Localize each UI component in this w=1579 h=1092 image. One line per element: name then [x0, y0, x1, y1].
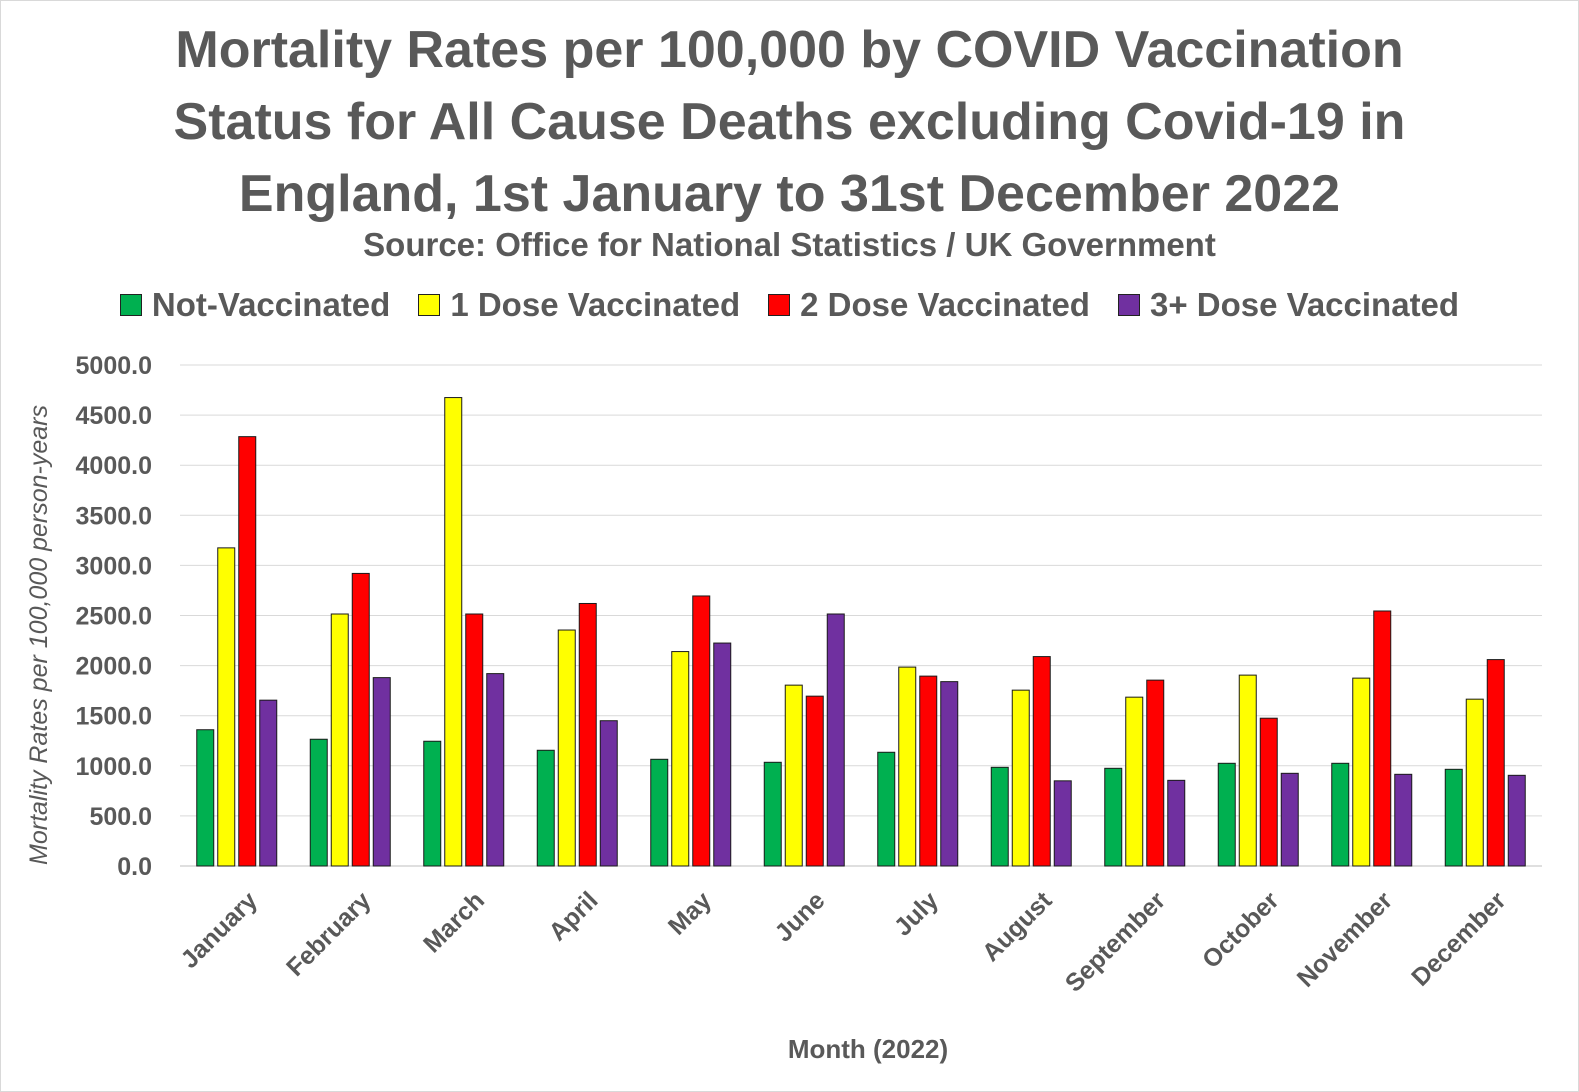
bar-april-series-1: [536, 749, 555, 867]
y-tick-label: 1500.0: [76, 703, 152, 731]
bar-september-series-3: [1146, 679, 1165, 867]
legend-item-not-vaccinated: Not-Vaccinated: [119, 286, 391, 324]
bar-july-series-1: [877, 751, 896, 867]
bar-september-series-4: [1167, 779, 1186, 867]
bar-july-series-3: [919, 675, 938, 867]
bar-october-series-3: [1259, 717, 1278, 867]
x-category-label: August: [977, 886, 1058, 967]
gridlines: [180, 364, 1542, 867]
bar-march-series-4: [486, 673, 505, 867]
bar-february-series-4: [372, 677, 391, 867]
y-axis-label: Mortality Rates per 100,000 person-years: [25, 405, 53, 865]
y-tick-label: 1000.0: [76, 753, 152, 781]
bar-april-series-3: [578, 602, 597, 867]
bar-october-series-4: [1280, 772, 1299, 867]
x-category-label: January: [175, 886, 263, 974]
x-axis-label: Month (2022): [788, 1034, 948, 1064]
bar-december-series-4: [1507, 774, 1526, 867]
bar-may-series-1: [650, 758, 669, 867]
y-tick-label: 4500.0: [76, 402, 152, 430]
legend-item-2-dose: 2 Dose Vaccinated: [768, 286, 1090, 324]
y-axis-ticks: 0.0 500.0 1000.0 1500.0 2000.0 2500.0 3000.0 35…: [76, 352, 152, 881]
bar-april-series-2: [557, 629, 576, 867]
chart-legend: Not-Vaccinated 1 Dose Vaccinated 2 Dose …: [0, 286, 1579, 324]
legend-swatch-3-plus-dose: [1117, 294, 1140, 316]
bar-june-series-1: [763, 761, 782, 867]
x-category-label: June: [769, 886, 830, 947]
bar-february-series-1: [309, 738, 328, 867]
chart-subtitle: Source: Office for National Statistics /…: [363, 226, 1216, 263]
bar-february-series-3: [351, 572, 370, 867]
bar-january-series-3: [238, 436, 257, 867]
x-category-label: April: [543, 886, 603, 946]
x-category-label: February: [281, 886, 377, 982]
bar-november-series-1: [1331, 762, 1350, 867]
bar-january-series-1: [196, 729, 215, 867]
bar-may-series-4: [713, 642, 732, 867]
bar-november-series-4: [1394, 773, 1413, 867]
legend-item-3-plus-dose: 3+ Dose Vaccinated: [1117, 286, 1460, 324]
bar-august-series-4: [1053, 780, 1072, 867]
bar-july-series-2: [898, 666, 917, 867]
legend-item-1-dose: 1 Dose Vaccinated: [418, 286, 740, 324]
y-tick-label: 4000.0: [76, 452, 152, 480]
chart-title-line-2: Status for All Cause Deaths excluding Co…: [173, 93, 1406, 151]
chart-title: Mortality Rates per 100,000 by COVID Vac…: [0, 14, 1579, 230]
bar-september-series-1: [1104, 767, 1123, 867]
legend-label-3-plus-dose: 3+ Dose Vaccinated: [1149, 286, 1460, 323]
bar-december-series-2: [1465, 698, 1484, 867]
legend-label-1-dose: 1 Dose Vaccinated: [450, 286, 741, 323]
x-axis-categories: January February March April May June July Augu…: [175, 886, 1511, 998]
bar-january-series-2: [217, 547, 236, 867]
bar-december-series-1: [1444, 768, 1463, 867]
bar-july-series-4: [940, 681, 959, 867]
bar-november-series-2: [1352, 677, 1371, 867]
bar-may-series-2: [671, 651, 690, 867]
bar-may-series-3: [692, 595, 711, 867]
y-tick-label: 5000.0: [76, 352, 152, 380]
bar-october-series-1: [1217, 762, 1236, 867]
x-category-label: December: [1406, 886, 1511, 991]
x-category-label: July: [889, 886, 944, 941]
chart-title-line-1: Mortality Rates per 100,000 by COVID Vac…: [175, 21, 1404, 79]
x-category-label: March: [418, 886, 490, 958]
y-tick-label: 2000.0: [76, 653, 152, 681]
y-tick-label: 3500.0: [76, 502, 152, 530]
bar-december-series-3: [1486, 659, 1505, 867]
bar-march-series-2: [444, 397, 463, 867]
chart-title-line-3: England, 1st January to 31st December 20…: [238, 165, 1341, 223]
legend-swatch-2-dose: [768, 294, 791, 316]
bar-september-series-2: [1125, 696, 1144, 867]
bar-march-series-3: [465, 613, 484, 867]
x-category-label: May: [663, 886, 717, 940]
bar-june-series-2: [784, 684, 803, 867]
bar-february-series-2: [330, 613, 349, 867]
y-tick-label: 2500.0: [76, 603, 152, 631]
bar-january-series-4: [259, 699, 278, 867]
x-category-label: September: [1060, 886, 1171, 997]
bar-october-series-2: [1238, 674, 1257, 867]
y-tick-label: 3000.0: [76, 552, 152, 580]
bar-april-series-4: [599, 720, 618, 867]
bars: [196, 397, 1526, 867]
legend-label-not-vaccinated: Not-Vaccinated: [151, 286, 391, 323]
bar-november-series-3: [1373, 610, 1392, 867]
legend-label-2-dose: 2 Dose Vaccinated: [800, 286, 1090, 323]
legend-swatch-not-vaccinated: [119, 294, 142, 316]
bar-june-series-3: [805, 695, 824, 867]
bar-august-series-2: [1011, 689, 1030, 867]
x-category-label: November: [1292, 886, 1398, 992]
bar-june-series-4: [826, 613, 845, 867]
bar-august-series-1: [990, 766, 1009, 867]
y-tick-label: 0.0: [117, 853, 152, 881]
legend-swatch-1-dose: [418, 294, 441, 316]
x-category-label: October: [1197, 886, 1285, 974]
bar-august-series-3: [1032, 656, 1051, 867]
y-tick-label: 500.0: [89, 803, 152, 831]
bar-march-series-1: [423, 740, 442, 867]
